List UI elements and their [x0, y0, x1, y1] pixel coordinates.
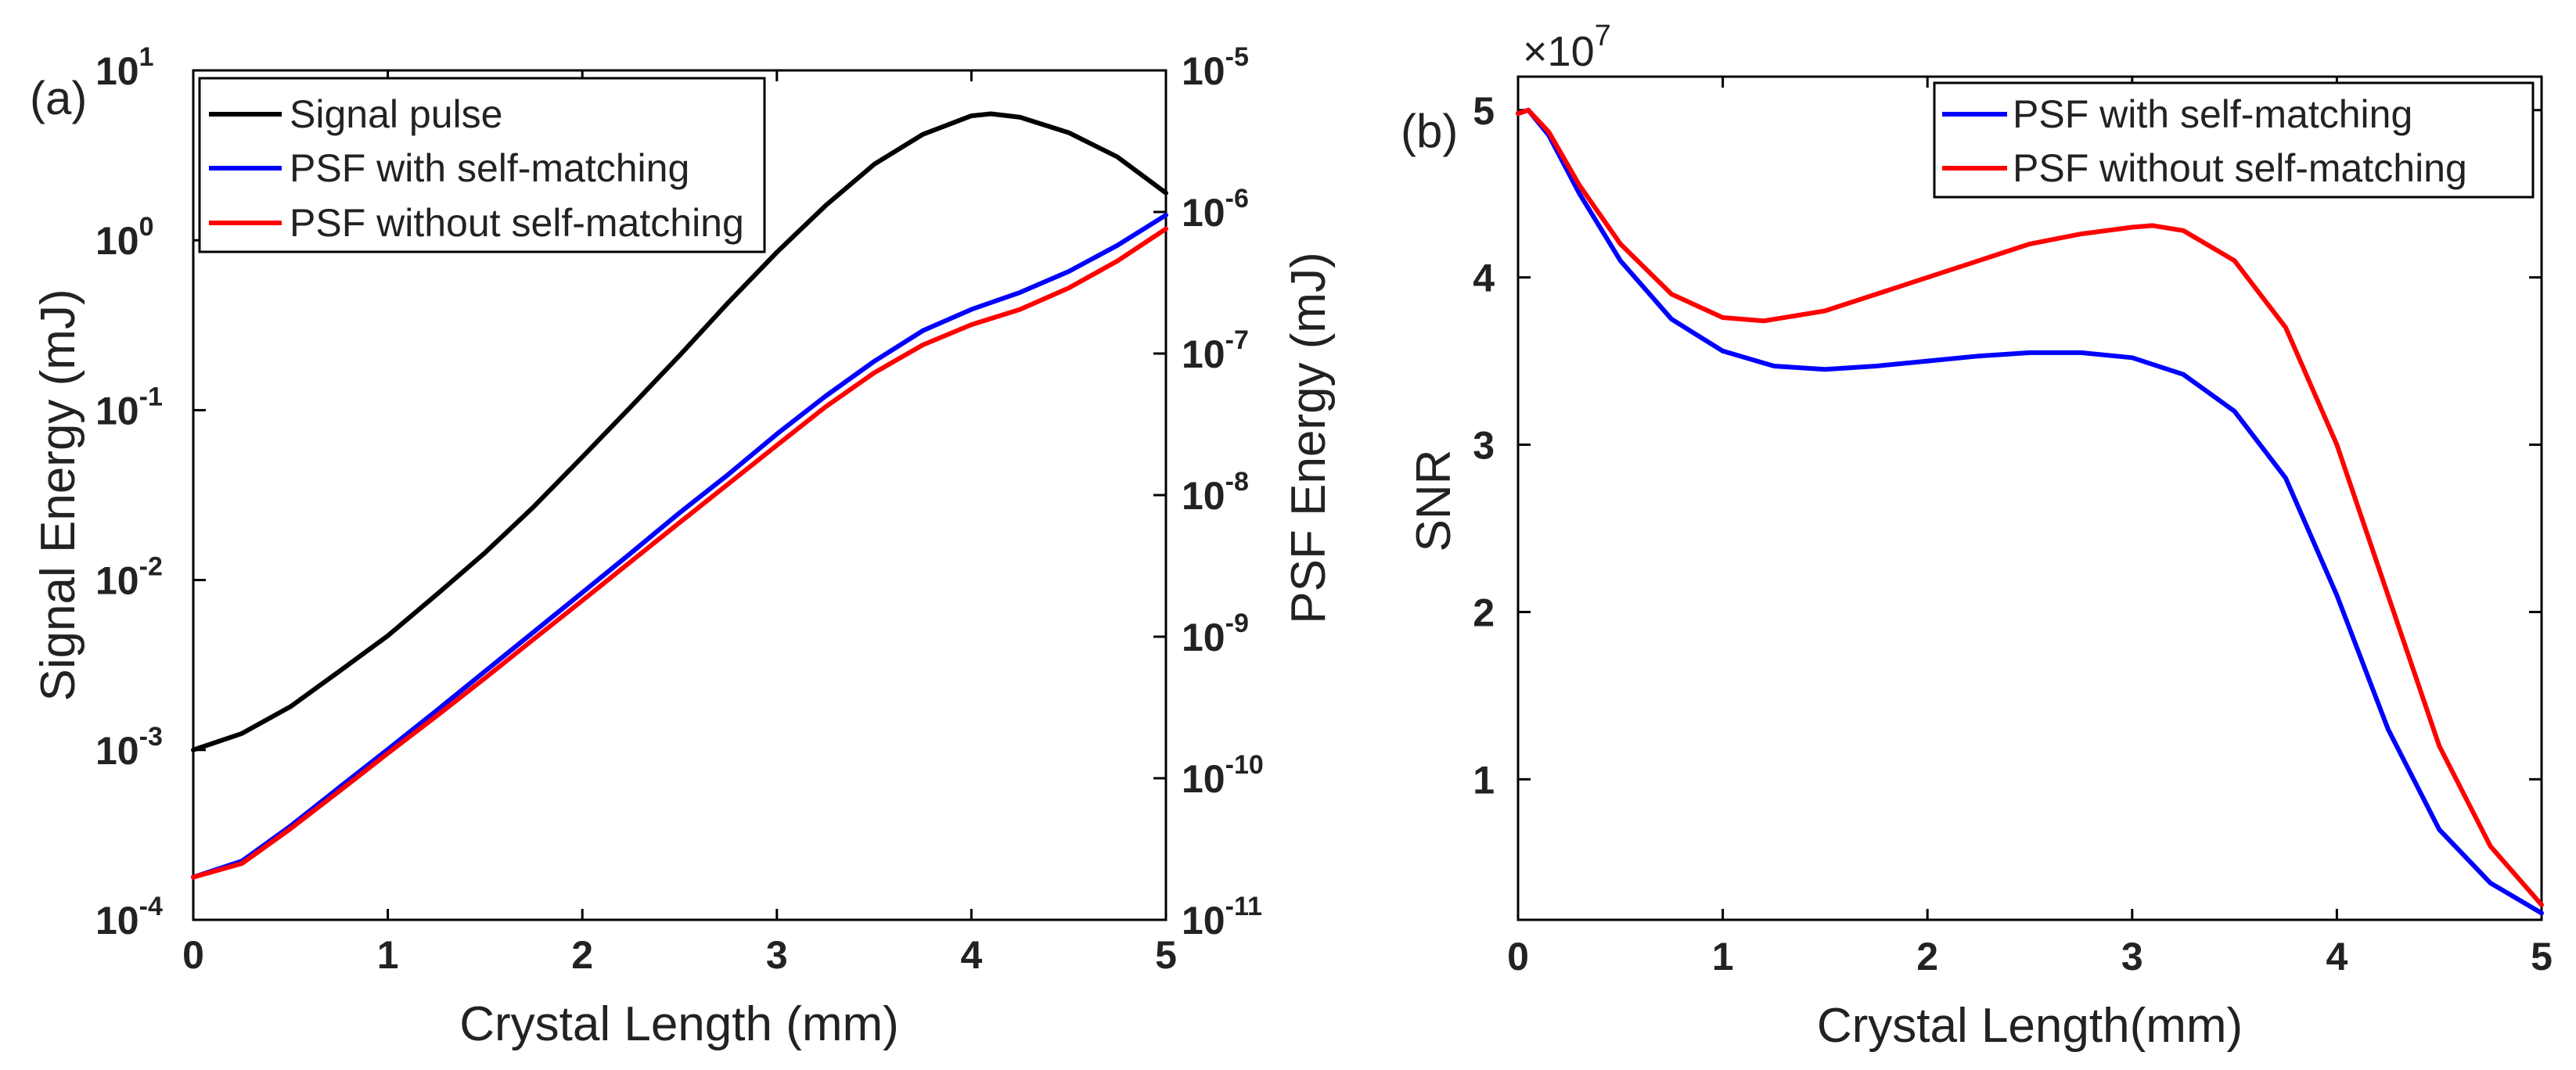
series-group-a — [191, 111, 1168, 880]
y-right-tick-label-a: 10-11 — [1182, 892, 1262, 943]
legend-label-psf-without-self-matching-a: PSF without self-matching — [290, 201, 744, 245]
x-tick-label-a: 0 — [182, 933, 204, 977]
x-tick-label-a: 2 — [571, 933, 593, 977]
x-tick-label-b: 2 — [1916, 935, 1938, 978]
x-axis-ticks-b: 0 1 2 3 4 5 — [1507, 77, 2553, 978]
x-axis-label-b: Crystal Length(mm) — [1817, 999, 2243, 1053]
y-right-tick-label-a: 10-8 — [1182, 467, 1249, 518]
y-tick-label-b: 3 — [1473, 424, 1495, 468]
series-line-psf-without-self-matching-a — [191, 226, 1168, 880]
legend-label-psf-with-self-matching-a: PSF with self-matching — [290, 146, 689, 190]
y-axis-left-ticks-a: 10-4 10-3 10-2 10-1 100 101 — [95, 42, 206, 943]
x-tick-label-b: 0 — [1507, 935, 1529, 978]
legend-a: Signal pulse PSF with self-matching PSF … — [198, 77, 766, 253]
y-multiplier: ×107 — [1523, 20, 1611, 75]
y-right-tick-label-a: 10-7 — [1182, 325, 1249, 376]
multiplier-base: ×10 — [1523, 28, 1595, 75]
panel-label-b: (b) — [1401, 105, 1458, 157]
series-line-signal-pulse-a — [191, 111, 1168, 752]
y-left-tick-label-a: 10-3 — [95, 722, 163, 773]
panel-b: (b) ×107 0 1 2 3 4 5 1 2 3 4 5 Crystal Length(mm)… — [1401, 20, 2553, 1053]
series-line-psf-with-self-matching-b — [1516, 107, 2544, 916]
x-tick-label-b: 4 — [2326, 935, 2348, 978]
legend-label-signal-pulse: Signal pulse — [290, 92, 502, 136]
x-tick-label-b: 3 — [2121, 935, 2143, 978]
x-tick-label-a: 3 — [766, 933, 788, 977]
y-right-tick-label-a: 10-6 — [1182, 184, 1249, 235]
y-axis-label-b: SNR — [1407, 450, 1461, 552]
y-tick-label-b: 4 — [1473, 257, 1495, 300]
multiplier-exponent: 7 — [1595, 20, 1611, 52]
panel-label-a: (a) — [30, 72, 87, 124]
x-tick-label-b: 1 — [1712, 935, 1734, 978]
y-tick-label-b: 1 — [1473, 758, 1495, 802]
x-axis-ticks-a: 0 1 2 3 4 5 — [182, 70, 1177, 977]
x-tick-label-a: 4 — [960, 933, 982, 977]
y-axis-right-label-a: PSF Energy (mJ) — [1282, 252, 1336, 623]
y-left-tick-label-a: 10-4 — [95, 892, 163, 943]
legend-b: PSF with self-matching PSF without self-… — [1933, 81, 2535, 199]
y-left-tick-label-a: 100 — [95, 212, 154, 263]
y-right-tick-label-a: 10-9 — [1182, 609, 1249, 659]
series-line-psf-without-self-matching-b — [1516, 107, 2544, 907]
y-axis-left-label-a: Signal Energy (mJ) — [31, 289, 85, 701]
x-tick-label-a: 1 — [377, 933, 399, 977]
y-axis-ticks-b: 1 2 3 4 5 — [1473, 89, 2542, 802]
y-left-tick-label-a: 10-2 — [95, 552, 163, 603]
y-tick-label-b: 2 — [1473, 591, 1495, 634]
x-axis-label-a: Crystal Length (mm) — [459, 997, 899, 1051]
y-tick-label-b: 5 — [1473, 89, 1495, 133]
x-tick-label-b: 5 — [2531, 935, 2553, 978]
y-right-tick-label-a: 10-10 — [1182, 750, 1264, 801]
legend-label-psf-with-self-matching-b: PSF with self-matching — [2013, 92, 2412, 136]
y-left-tick-label-a: 10-1 — [95, 382, 163, 433]
legend-box-b — [1933, 81, 2535, 199]
plot-area-b — [1516, 75, 2543, 921]
y-right-tick-label-a: 10-5 — [1182, 42, 1249, 93]
series-group-b — [1516, 107, 2544, 916]
x-tick-label-a: 5 — [1155, 933, 1177, 977]
series-line-psf-with-self-matching-a — [191, 213, 1168, 880]
y-left-tick-label-a: 101 — [95, 42, 154, 93]
legend-label-psf-without-self-matching-b: PSF without self-matching — [2013, 146, 2467, 190]
legend-box-a — [198, 77, 766, 253]
y-axis-right-ticks-a: 10-11 10-10 10-9 10-8 10-7 10-6 10-5 — [1153, 42, 1264, 943]
